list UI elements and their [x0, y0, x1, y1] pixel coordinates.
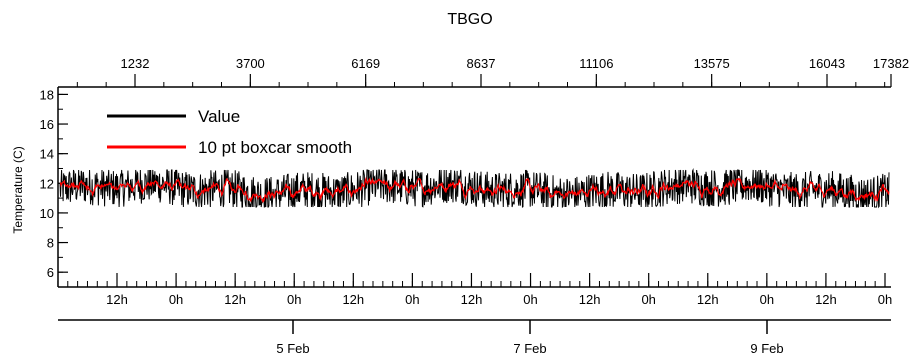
y-tick-label: 8: [47, 236, 54, 251]
bottom-axis-dates: 5 Feb 7 Feb 9 Feb: [58, 319, 891, 356]
hours-tick-label: 0h: [523, 292, 537, 307]
hours-tick-label: 0h: [878, 292, 892, 307]
hours-tick-label: 0h: [287, 292, 301, 307]
hours-tick-label: 12h: [106, 292, 128, 307]
date-tick-label: 7 Feb: [513, 341, 546, 356]
top-tick-label: 1232: [121, 56, 150, 71]
hours-tick-label: 12h: [342, 292, 364, 307]
hours-tick-label: 0h: [641, 292, 655, 307]
y-axis-label: Temperature (C): [11, 146, 25, 233]
top-tick-label: 11106: [579, 56, 613, 71]
series-value-line: [59, 168, 890, 209]
plot-area: [59, 168, 890, 209]
top-tick-label: 13575: [694, 56, 730, 71]
series-smooth-line: [59, 176, 890, 204]
y-tick-label: 6: [47, 265, 54, 280]
hours-tick-label: 12h: [224, 292, 246, 307]
y-tick-label: 18: [40, 87, 54, 102]
y-tick-label: 10: [40, 206, 54, 221]
hours-tick-label: 0h: [405, 292, 419, 307]
date-tick-label: 5 Feb: [276, 341, 309, 356]
bottom-axis-hours: 12h 0h 12h 0h 12h 0h 12h 0h 12h 0h 12h 0h 12h 0h: [57, 273, 892, 307]
hours-tick-label: 12h: [697, 292, 719, 307]
left-axis: 6 8 10 12 14 16 18: [40, 87, 68, 288]
hours-tick-label: 12h: [579, 292, 601, 307]
y-tick-label: 14: [40, 147, 54, 162]
top-axis: 1232 3700 6169 8637 11106 13575 16043 17382: [58, 56, 909, 88]
date-tick-label: 9 Feb: [750, 341, 783, 356]
legend-value-label: Value: [198, 107, 240, 126]
chart-title: TBGO: [447, 11, 492, 28]
top-tick-label: 3700: [236, 56, 265, 71]
top-tick-label: 6169: [351, 56, 380, 71]
top-tick-label: 8637: [467, 56, 496, 71]
top-tick-label: 16043: [809, 56, 845, 71]
hours-tick-label: 0h: [760, 292, 774, 307]
hours-tick-label: 12h: [461, 292, 483, 307]
legend: Value 10 pt boxcar smooth: [107, 107, 352, 157]
y-tick-label: 16: [40, 117, 54, 132]
hours-tick-label: 0h: [169, 292, 183, 307]
hours-tick-label: 12h: [815, 292, 837, 307]
y-tick-label: 12: [40, 176, 54, 191]
legend-smooth-label: 10 pt boxcar smooth: [198, 138, 352, 157]
top-tick-label: 17382: [873, 56, 909, 71]
